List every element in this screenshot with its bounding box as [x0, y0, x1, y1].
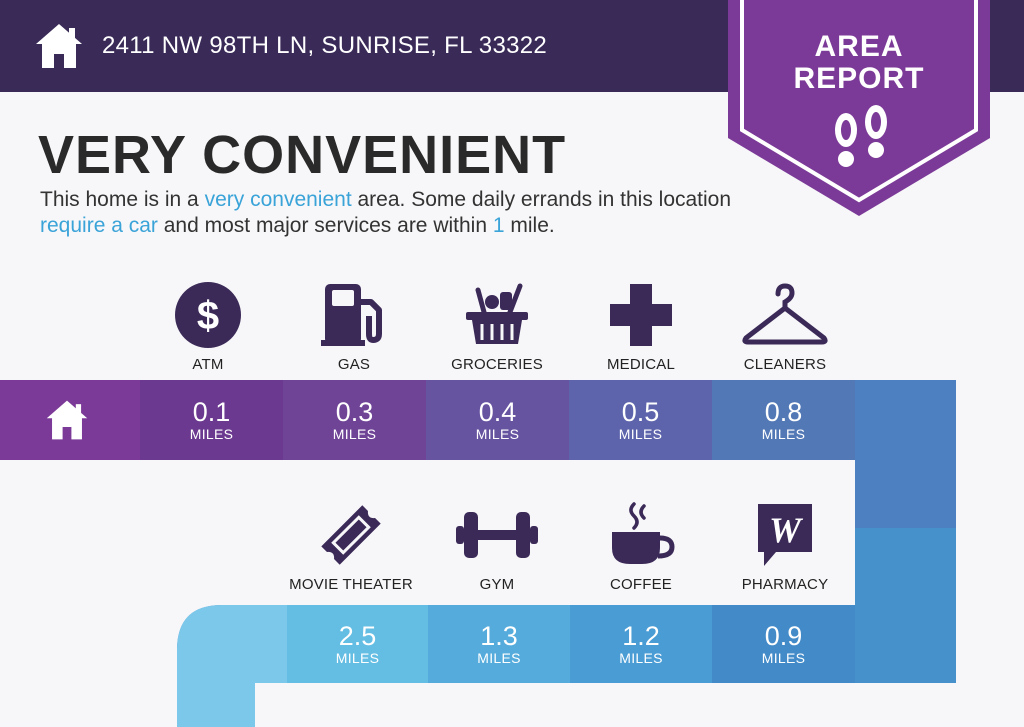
gas-pump-icon — [321, 284, 382, 346]
badge-title-line2: REPORT — [793, 62, 925, 95]
highlight-require-car: require a car — [40, 214, 158, 237]
category-atm: $ ATM — [138, 280, 278, 373]
category-gas: GAS — [284, 280, 424, 373]
ticket-icon — [321, 505, 381, 565]
distance-cell-pharmacy: 0.9 MILES — [712, 605, 855, 683]
category-label: MEDICAL — [606, 356, 676, 373]
distance-unit: MILES — [332, 426, 377, 442]
pharmacy-logo-icon: W — [758, 504, 812, 566]
dollar-icon: $ — [175, 282, 241, 348]
category-label: GROCERIES — [451, 356, 543, 373]
home-icon — [36, 24, 82, 68]
distance-value: 0.5 — [621, 397, 660, 427]
category-groceries: GROCERIES — [427, 280, 567, 373]
category-label: COFFEE — [609, 576, 673, 593]
category-coffee: COFFEE — [571, 500, 711, 593]
start-home-icon — [46, 400, 88, 440]
distance-unit: MILES — [335, 650, 380, 666]
distance-unit: MILES — [619, 650, 663, 666]
distance-cell-atm: 0.1 MILES — [140, 380, 283, 460]
distance-value: 2.5 — [338, 621, 377, 651]
coffee-cup-icon — [612, 502, 675, 564]
category-medical: MEDICAL — [571, 280, 711, 373]
distance-unit: MILES — [618, 426, 663, 442]
page-title: VERY CONVENIENT — [38, 125, 567, 185]
distance-cell-cleaners: 0.8 MILES — [712, 380, 855, 460]
distance-unit: MILES — [189, 426, 234, 442]
distance-value: 0.8 — [764, 397, 803, 427]
hanger-icon — [742, 283, 828, 345]
distance-unit: MILES — [761, 650, 806, 666]
category-label: ATM — [192, 356, 224, 373]
dumbbell-icon — [456, 512, 538, 558]
distance-value: 0.4 — [478, 397, 517, 427]
distance-cell-gas: 0.3 MILES — [283, 380, 426, 460]
distance-value: 1.2 — [622, 621, 660, 651]
category-gym: GYM — [427, 500, 567, 593]
category-pharmacy: W PHARMACY — [715, 500, 855, 593]
distance-unit: MILES — [477, 650, 521, 666]
distance-cell-medical: 0.5 MILES — [569, 380, 712, 460]
category-movie-theater: MOVIE THEATER — [281, 500, 421, 593]
category-label: GAS — [337, 356, 371, 373]
description: This home is in a very convenient area. … — [40, 188, 732, 237]
footprints-icon — [835, 105, 887, 167]
distance-unit: MILES — [761, 426, 806, 442]
category-label: PHARMACY — [741, 576, 829, 593]
distance-cell-gym: 1.3 MILES — [428, 605, 570, 683]
distance-cell-movie-theater: 2.5 MILES — [287, 605, 428, 683]
grocery-basket-icon — [466, 283, 528, 344]
distance-cell-coffee: 1.2 MILES — [570, 605, 712, 683]
highlight-very-convenient: very convenient — [204, 188, 352, 211]
badge-title-line1: AREA — [814, 30, 904, 63]
highlight-distance: 1 — [492, 214, 505, 237]
distance-cell-groceries: 0.4 MILES — [426, 380, 569, 460]
area-report-badge — [728, 0, 990, 216]
category-label: CLEANERS — [743, 356, 827, 373]
distance-value: 1.3 — [480, 621, 518, 651]
distance-value: 0.9 — [764, 621, 803, 651]
svg-text:W: W — [769, 510, 804, 550]
distance-value: 0.1 — [192, 397, 231, 427]
svg-text:$: $ — [197, 294, 219, 338]
address: 2411 NW 98TH LN, SUNRISE, FL 33322 — [102, 32, 548, 59]
medical-cross-icon — [610, 284, 672, 346]
category-cleaners: CLEANERS — [715, 280, 855, 373]
distance-unit: MILES — [475, 426, 520, 442]
distance-value: 0.3 — [335, 397, 374, 427]
category-label: GYM — [479, 576, 515, 593]
category-label: MOVIE THEATER — [289, 576, 413, 593]
